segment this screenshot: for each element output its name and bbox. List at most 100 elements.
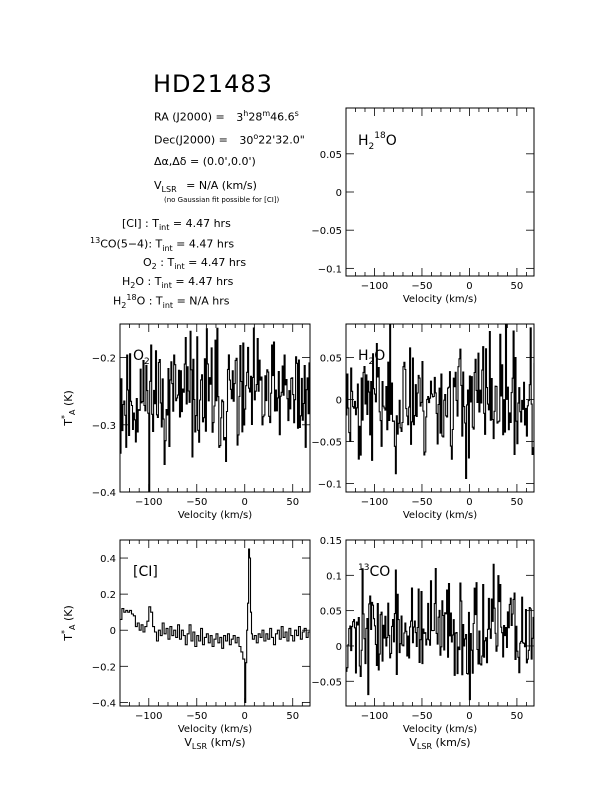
species-label: H218O [358,131,397,152]
tint-co-line: CO(5−4): T [100,237,163,251]
species-label: O2 [133,348,150,367]
species-label: 13CO [358,563,390,580]
x-tick-label: 0 [242,497,248,508]
y-tick-label: −0.05 [311,438,342,449]
x-axis-label: Velocity (km/s) [178,724,252,735]
y-tick-label: 0.05 [320,150,342,161]
tint-o2-line: O [143,256,152,269]
vlsr-value: = N/A (km/s) [182,179,257,192]
ra-label: RA (J2000) = [154,110,225,124]
x-tick-label: 0 [242,711,248,722]
y-axis-label: T*A (K) [60,390,77,427]
panel-ci: −100 −50 0 50 −0.4 −0.2 0 0.2 0.4 Velocity (km/s)… [60,539,311,751]
x-tick-label: 0 [466,497,472,508]
tint-h218o-line: H [113,294,122,308]
y-tick-label: 0 [110,626,116,637]
vlsr-sub: LSR [161,185,177,195]
x-axis-label: Velocity (km/s) [178,510,252,521]
tint-o2: O2 : Tint = 4.47 hrs [143,256,246,271]
offset-line: Δα,Δδ = (0.0',0.0') [154,155,256,168]
ra-s: 46.6 [270,110,295,124]
spectrum-line [346,563,534,701]
y-axis-label: T*A (K) [60,605,77,642]
y-tick-label: −0.3 [92,421,116,432]
spectrum-line [120,548,310,703]
tint-co-sub: int [162,243,173,253]
panel-h2o: −100 −50 0 50 −0.1 −0.05 0 0.05 Velocity (km/s) H… [311,323,535,521]
vlsr-axis-label: VLSR (km/s) [409,736,470,751]
ra-m: 28 [248,110,263,124]
figure-title: HD21483 [153,70,273,98]
x-tick-label: −50 [411,711,432,722]
vlsr-axis-label: VLSR (km/s) [184,736,245,751]
x-tick-label: −50 [411,281,432,292]
x-tick-label: 0 [466,281,472,292]
vlsr-line: VLSR = N/A (km/s) [154,179,257,194]
y-tick-label: −0.2 [92,354,116,365]
dec-d: 30 [239,133,254,147]
tint-ci-sub: int [158,223,170,233]
plot-frame [345,539,535,707]
y-tick-label: −0.2 [92,662,116,673]
tint-o2-rest: : T [156,256,175,269]
x-tick-label: 50 [511,711,524,722]
x-tick-label: 50 [511,281,524,292]
x-tick-label: −50 [411,497,432,508]
y-tick-label: 0.15 [320,536,342,547]
y-tick-label: −0.05 [311,677,342,688]
x-axis-label: Velocity (km/s) [403,510,477,521]
tint-ci-value: = 4.47 hrs [169,217,231,230]
y-tick-label: 0 [336,188,342,199]
vlsr-v: V [154,179,162,192]
x-tick-label: −100 [361,711,388,722]
spectrum-line [346,324,534,480]
x-axis-label: Velocity (km/s) [403,724,477,735]
y-tick-label: −0.1 [318,480,342,491]
tint-co-sup: 13 [90,236,101,245]
tint-o2-linesub: 2 [151,262,157,272]
dec-rest: 22'32.0" [258,133,305,147]
x-tick-label: −100 [135,497,162,508]
x-tick-label: −50 [186,711,207,722]
y-tick-label: −0.4 [92,488,116,499]
x-tick-label: 50 [511,497,524,508]
species-label: H2O [358,348,385,367]
tint-h2o-sub: int [161,281,172,291]
panel-o2: −100 −50 0 50 −0.4 −0.3 −0.2 Velocity (km/s) T*A… [60,323,311,521]
tint-co: 13CO(5−4): Tint = 4.47 hrs [90,236,234,253]
y-tick-label: 0.2 [100,590,116,601]
tint-co-value: = 4.47 hrs [172,237,235,251]
y-tick-label: 0 [336,396,342,407]
y-tick-label: −0.1 [318,264,342,275]
tint-ci-line: [CI] : T [122,217,159,230]
y-tick-label: 0 [336,642,342,653]
y-tick-label: 0.4 [100,554,116,565]
tint-h2o-linesub: 2 [130,281,136,291]
tint-ci: [CI] : Tint = 4.47 hrs [122,217,231,232]
panel-h218o: −100 −50 0 50 −0.1 −0.05 0 0.05 Velocity (km/s) H… [311,107,535,305]
y-tick-label: 0.05 [320,607,342,618]
species-label: [CI] [133,564,158,580]
x-tick-label: −100 [135,711,162,722]
tint-h218o-rest: O : T [136,294,163,308]
tint-h218o-linesup: 18 [126,293,137,302]
tint-h2o-rest: O : T [135,275,162,288]
tint-o2-sub: int [174,262,185,272]
ra-h: 3 [236,110,244,124]
tint-h218o-value: = N/A hrs [173,294,230,308]
tint-h2o: H2O : Tint = 4.47 hrs [122,275,233,290]
tint-h218o-linesub: 2 [121,300,127,310]
tint-h2o-line: H [122,275,131,288]
x-tick-label: −100 [361,497,388,508]
x-tick-label: 50 [286,711,299,722]
y-tick-label: −0.4 [92,698,116,709]
spectrum-line [120,327,310,492]
gauss-note: (no Gaussian fit possible for [CI]) [164,196,280,204]
x-tick-label: −50 [186,497,207,508]
ra-line: RA (J2000) = 3h28m46.6s [154,109,299,124]
x-tick-label: −100 [361,281,388,292]
x-tick-label: 0 [466,711,472,722]
y-tick-label: −0.05 [311,226,342,237]
tint-h2o-value: = 4.47 hrs [171,275,234,288]
